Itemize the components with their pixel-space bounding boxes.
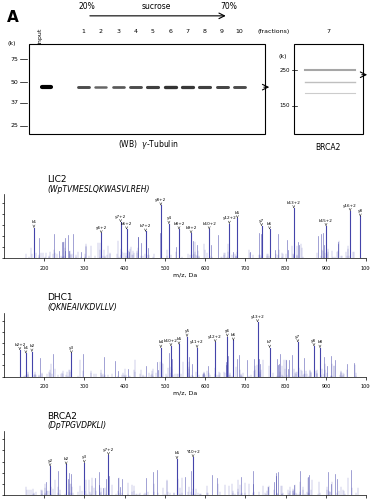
Text: 9: 9: [220, 29, 224, 34]
Text: b10+2: b10+2: [164, 338, 178, 345]
Text: y7+2: y7+2: [103, 448, 114, 454]
Text: y7: y7: [259, 218, 264, 226]
Text: 37: 37: [10, 100, 18, 105]
Text: b7: b7: [267, 340, 272, 347]
Text: b2: b2: [64, 457, 69, 464]
Text: y4: y4: [166, 216, 171, 224]
Text: (k): (k): [7, 40, 16, 46]
Text: 25: 25: [10, 124, 18, 128]
Text: b10+2: b10+2: [202, 222, 216, 229]
Text: b8: b8: [317, 340, 323, 347]
Text: b13+2: b13+2: [287, 200, 301, 207]
X-axis label: m/z, Da: m/z, Da: [173, 272, 197, 277]
Text: b7+2: b7+2: [140, 224, 151, 231]
Text: sucrose: sucrose: [141, 2, 171, 11]
X-axis label: m/z, Da: m/z, Da: [173, 390, 197, 396]
Text: y13+2: y13+2: [250, 314, 265, 322]
Text: y8+2: y8+2: [155, 198, 166, 205]
Text: 8: 8: [203, 29, 207, 34]
Text: 7: 7: [326, 29, 330, 34]
Text: 6: 6: [168, 29, 172, 34]
Text: 20%: 20%: [79, 2, 95, 11]
Text: (k): (k): [278, 54, 286, 59]
Text: 10: 10: [236, 29, 243, 34]
Text: 4: 4: [134, 29, 137, 34]
Text: 70%: 70%: [220, 2, 237, 11]
Text: y12+2: y12+2: [222, 216, 236, 224]
Text: 7: 7: [185, 29, 189, 34]
Text: b5: b5: [235, 211, 240, 218]
Text: A: A: [7, 10, 19, 24]
Text: y6: y6: [225, 329, 230, 336]
Text: y2: y2: [47, 458, 53, 466]
Text: y8: y8: [358, 209, 363, 216]
Text: b4: b4: [158, 340, 164, 347]
Text: b9+2: b9+2: [185, 226, 197, 232]
Text: (DpTPGVDPKLI): (DpTPGVDPKLI): [47, 422, 106, 430]
Text: 2: 2: [99, 29, 103, 34]
Text: y6+2: y6+2: [95, 226, 107, 232]
Text: 1: 1: [81, 29, 85, 34]
Text: y7: y7: [295, 334, 300, 342]
Text: y5: y5: [185, 329, 189, 336]
Text: y12+2: y12+2: [208, 334, 222, 342]
Text: b2+2: b2+2: [14, 342, 26, 349]
Text: y8: y8: [312, 338, 316, 345]
Text: Y10+2: Y10+2: [186, 450, 200, 457]
Text: 250: 250: [280, 68, 290, 72]
Text: (WB)  $\gamma$-Tubulin: (WB) $\gamma$-Tubulin: [118, 138, 179, 151]
Text: DHC1: DHC1: [47, 294, 73, 302]
Text: b1: b1: [23, 346, 28, 353]
Text: b6+2: b6+2: [121, 222, 132, 229]
Text: 50: 50: [10, 80, 18, 85]
Text: BRCA2: BRCA2: [316, 143, 341, 152]
Text: BRCA2: BRCA2: [47, 412, 77, 421]
Text: b6: b6: [267, 222, 272, 229]
Text: y7+2: y7+2: [115, 214, 126, 222]
Text: b15+2: b15+2: [319, 218, 333, 226]
Text: b2: b2: [29, 344, 34, 351]
Text: (QKNEAIVKDVLLV): (QKNEAIVKDVLLV): [47, 303, 117, 312]
Text: b5: b5: [174, 452, 179, 458]
Text: Input: Input: [37, 28, 43, 44]
Text: b6: b6: [231, 333, 236, 340]
Text: (fractions): (fractions): [258, 29, 290, 34]
Text: y3: y3: [82, 456, 87, 462]
Text: b1: b1: [31, 220, 37, 227]
Text: y16+2: y16+2: [343, 204, 357, 210]
Text: y11+2: y11+2: [190, 340, 204, 347]
Text: 3: 3: [116, 29, 120, 34]
Text: 75: 75: [10, 56, 18, 62]
Text: 5: 5: [151, 29, 155, 34]
Text: LIC2: LIC2: [47, 175, 67, 184]
Text: (WpTVMESLQKWASVLREH): (WpTVMESLQKWASVLREH): [47, 184, 150, 194]
Text: 150: 150: [280, 103, 290, 108]
Text: b8+2: b8+2: [173, 222, 185, 229]
Text: y3: y3: [69, 346, 74, 353]
Text: b5: b5: [176, 337, 182, 344]
